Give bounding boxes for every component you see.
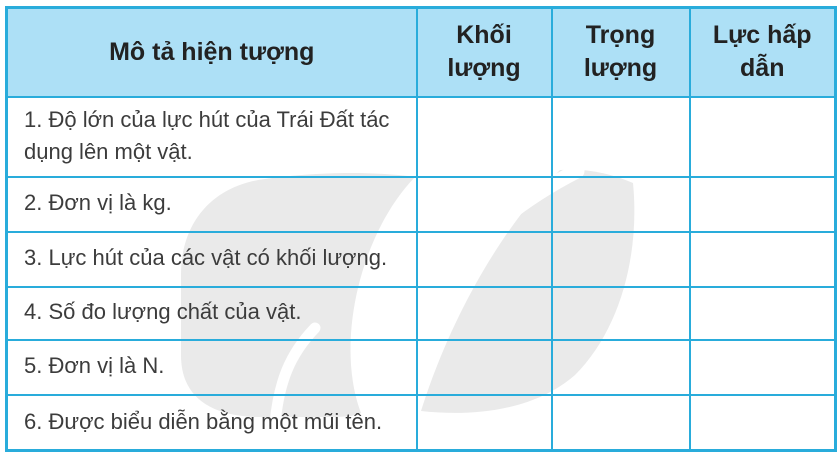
header-row: Mô tả hiện tượng Khối lượng Trọng lượng … [5, 6, 837, 98]
answer-cell-weight-3[interactable] [550, 230, 691, 288]
table-row-4: 4. Số đo lượng chất của vật. [5, 285, 837, 341]
phenomena-matching-table: Mô tả hiện tượng Khối lượng Trọng lượng … [5, 6, 837, 452]
answer-cell-weight-5[interactable] [550, 338, 691, 396]
description-cell-6: 6. Được biểu diễn bằng một mũi tên. [5, 393, 418, 452]
answer-cell-gravity-3[interactable] [688, 230, 837, 288]
answer-cell-gravity-1[interactable] [688, 95, 837, 178]
header-cell-gravity: Lực hấp dẫn [688, 6, 837, 98]
header-cell-mass: Khối lượng [415, 6, 553, 98]
answer-cell-mass-5[interactable] [415, 338, 553, 396]
answer-cell-mass-3[interactable] [415, 230, 553, 288]
answer-cell-weight-4[interactable] [550, 285, 691, 341]
table-row-6: 6. Được biểu diễn bằng một mũi tên. [5, 393, 837, 452]
table-row-2: 2. Đơn vị là kg. [5, 175, 837, 233]
table-row-1: 1. Độ lớn của lực hút của Trái Đất tác d… [5, 95, 837, 178]
answer-cell-mass-1[interactable] [415, 95, 553, 178]
description-cell-4: 4. Số đo lượng chất của vật. [5, 285, 418, 341]
answer-cell-mass-2[interactable] [415, 175, 553, 233]
answer-cell-gravity-6[interactable] [688, 393, 837, 452]
description-cell-2: 2. Đơn vị là kg. [5, 175, 418, 233]
description-cell-5: 5. Đơn vị là N. [5, 338, 418, 396]
answer-cell-weight-1[interactable] [550, 95, 691, 178]
description-cell-3: 3. Lực hút của các vật có khối lượng. [5, 230, 418, 288]
header-cell-weight: Trọng lượng [550, 6, 691, 98]
answer-cell-gravity-4[interactable] [688, 285, 837, 341]
answer-cell-weight-2[interactable] [550, 175, 691, 233]
description-cell-1: 1. Độ lớn của lực hút của Trái Đất tác d… [5, 95, 418, 178]
answer-cell-weight-6[interactable] [550, 393, 691, 452]
table-row-5: 5. Đơn vị là N. [5, 338, 837, 396]
answer-cell-mass-4[interactable] [415, 285, 553, 341]
header-cell-description: Mô tả hiện tượng [5, 6, 418, 98]
answer-cell-gravity-5[interactable] [688, 338, 837, 396]
answer-cell-gravity-2[interactable] [688, 175, 837, 233]
table-row-3: 3. Lực hút của các vật có khối lượng. [5, 230, 837, 288]
answer-cell-mass-6[interactable] [415, 393, 553, 452]
